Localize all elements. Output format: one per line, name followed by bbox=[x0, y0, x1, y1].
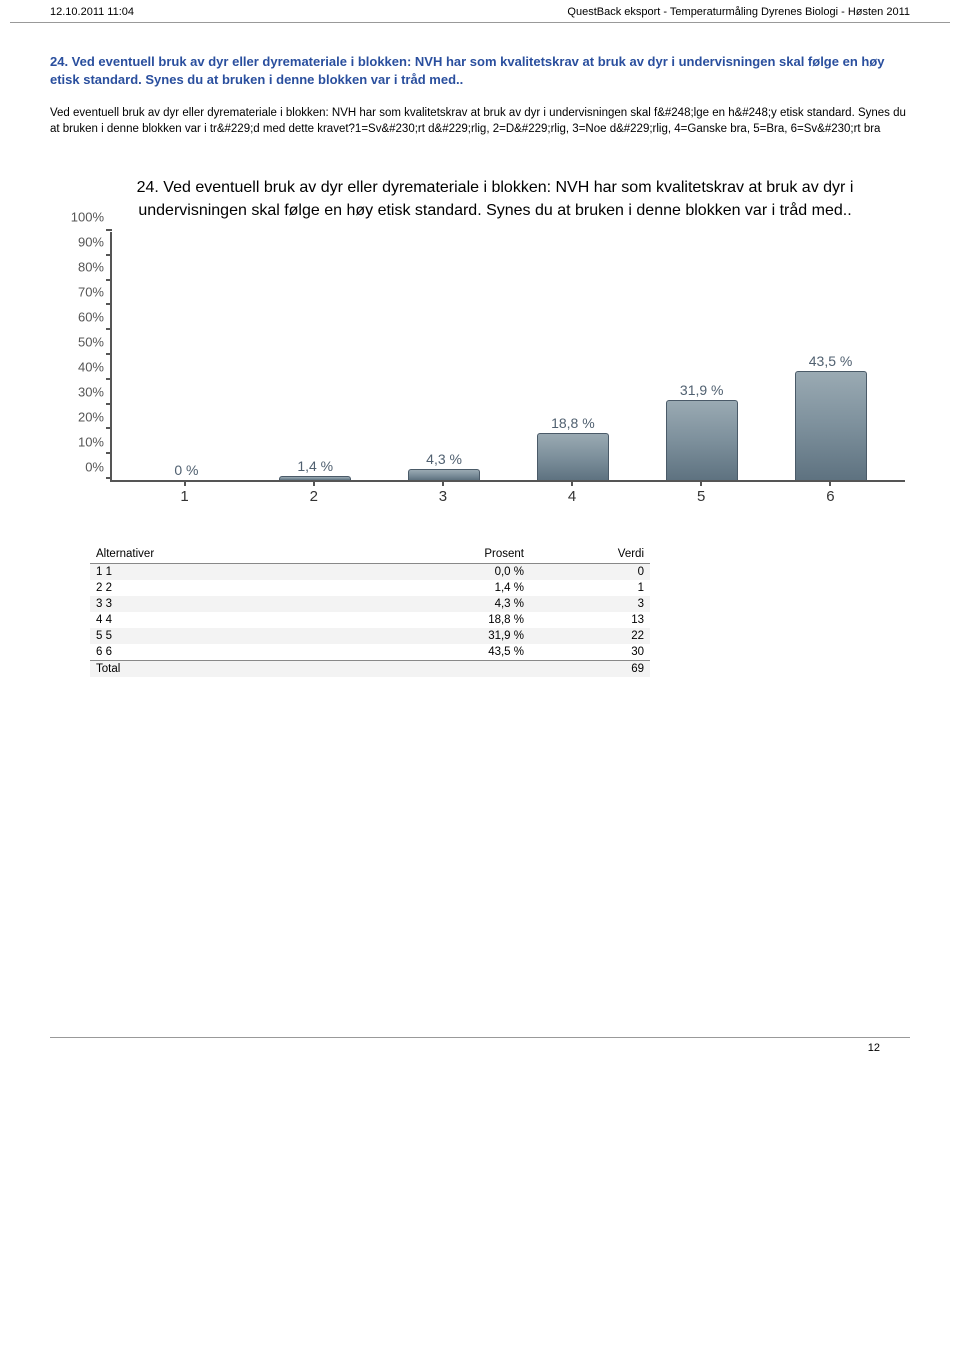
y-mark bbox=[106, 477, 112, 479]
bar-value-label: 18,8 % bbox=[551, 415, 595, 431]
cell-verdi: 1 bbox=[530, 580, 650, 596]
th-prosent: Prosent bbox=[410, 545, 530, 564]
y-mark bbox=[106, 254, 112, 256]
chart-title: 24. Ved eventuell bruk av dyr eller dyre… bbox=[55, 177, 905, 232]
y-mark bbox=[106, 229, 112, 231]
cell-alt: 6 6 bbox=[90, 644, 410, 661]
results-table: Alternativer Prosent Verdi 1 10,0 %02 21… bbox=[90, 545, 650, 677]
table-row: 1 10,0 %0 bbox=[90, 563, 650, 580]
y-mark bbox=[106, 328, 112, 330]
bar-value-label: 4,3 % bbox=[426, 451, 462, 467]
bar bbox=[795, 371, 867, 480]
cell-verdi: 69 bbox=[530, 660, 650, 677]
table-row: 4 418,8 %13 bbox=[90, 612, 650, 628]
x-tick: 5 bbox=[647, 482, 756, 505]
y-tick: 20% bbox=[78, 409, 104, 424]
bar-group: 0 % bbox=[132, 462, 240, 480]
header-date: 12.10.2011 11:04 bbox=[50, 6, 134, 18]
y-tick: 50% bbox=[78, 334, 104, 349]
bar-value-label: 31,9 % bbox=[680, 382, 724, 398]
table-row: 3 34,3 %3 bbox=[90, 596, 650, 612]
table-row: 2 21,4 %1 bbox=[90, 580, 650, 596]
bar bbox=[408, 469, 480, 480]
bar bbox=[279, 476, 351, 480]
cell-verdi: 13 bbox=[530, 612, 650, 628]
bar-group: 31,9 % bbox=[648, 382, 756, 480]
x-tick: 1 bbox=[130, 482, 239, 505]
cell-prosent: 4,3 % bbox=[410, 596, 530, 612]
cell-verdi: 30 bbox=[530, 644, 650, 661]
y-tick: 70% bbox=[78, 284, 104, 299]
cell-alt: 1 1 bbox=[90, 563, 410, 580]
table-row: 5 531,9 %22 bbox=[90, 628, 650, 644]
page-footer: 12 bbox=[50, 1037, 910, 1061]
y-mark bbox=[106, 279, 112, 281]
x-axis: 123456 bbox=[110, 482, 905, 505]
chart-area: 0%10%20%30%40%50%60%70%80%90%100% 0 %1,4… bbox=[55, 232, 905, 482]
y-mark bbox=[106, 452, 112, 454]
y-axis: 0%10%20%30%40%50%60%70%80%90%100% bbox=[55, 232, 110, 482]
table-total-row: Total 69 bbox=[90, 660, 650, 677]
y-mark bbox=[106, 353, 112, 355]
bar-value-label: 43,5 % bbox=[809, 353, 853, 369]
bar-group: 1,4 % bbox=[261, 458, 369, 480]
chart-plot: 0 % 1,4 % 4,3 % 18,8 % 31,9 % 43,5 % bbox=[110, 232, 905, 482]
cell-prosent: 0,0 % bbox=[410, 563, 530, 580]
cell-prosent: 31,9 % bbox=[410, 628, 530, 644]
y-mark bbox=[106, 427, 112, 429]
page-content: 24. Ved eventuell bruk av dyr eller dyre… bbox=[10, 23, 950, 677]
cell-verdi: 3 bbox=[530, 596, 650, 612]
bar-group: 4,3 % bbox=[390, 451, 498, 480]
x-tick: 3 bbox=[389, 482, 498, 505]
cell-verdi: 22 bbox=[530, 628, 650, 644]
cell-prosent: 1,4 % bbox=[410, 580, 530, 596]
th-verdi: Verdi bbox=[530, 545, 650, 564]
cell-alt: 3 3 bbox=[90, 596, 410, 612]
bar-value-label: 0 % bbox=[174, 462, 198, 478]
table-header-row: Alternativer Prosent Verdi bbox=[90, 545, 650, 564]
y-tick: 30% bbox=[78, 384, 104, 399]
header-export-title: QuestBack eksport - Temperaturmåling Dyr… bbox=[567, 6, 910, 18]
y-tick: 0% bbox=[85, 459, 104, 474]
x-tick: 2 bbox=[259, 482, 368, 505]
bar-chart: 24. Ved eventuell bruk av dyr eller dyre… bbox=[50, 177, 910, 505]
y-mark bbox=[106, 303, 112, 305]
x-tick: 6 bbox=[776, 482, 885, 505]
y-tick: 100% bbox=[71, 209, 104, 224]
question-subtitle: Ved eventuell bruk av dyr eller dyremate… bbox=[50, 106, 910, 137]
bar-value-label: 1,4 % bbox=[297, 458, 333, 474]
y-tick: 60% bbox=[78, 309, 104, 324]
page-header: 12.10.2011 11:04 QuestBack eksport - Tem… bbox=[10, 0, 950, 23]
bar bbox=[537, 433, 609, 480]
th-alternativer: Alternativer bbox=[90, 545, 410, 564]
cell-alt: Total bbox=[90, 660, 410, 677]
y-tick: 80% bbox=[78, 259, 104, 274]
y-tick: 90% bbox=[78, 234, 104, 249]
cell-alt: 2 2 bbox=[90, 580, 410, 596]
y-mark bbox=[106, 403, 112, 405]
y-tick: 10% bbox=[78, 434, 104, 449]
cell-alt: 5 5 bbox=[90, 628, 410, 644]
bar-group: 43,5 % bbox=[776, 353, 884, 480]
cell-prosent: 18,8 % bbox=[410, 612, 530, 628]
bar bbox=[666, 400, 738, 480]
x-tick: 4 bbox=[518, 482, 627, 505]
y-tick: 40% bbox=[78, 359, 104, 374]
cell-prosent: 43,5 % bbox=[410, 644, 530, 661]
cell-prosent bbox=[410, 660, 530, 677]
bar-group: 18,8 % bbox=[519, 415, 627, 480]
table-row: 6 643,5 %30 bbox=[90, 644, 650, 661]
cell-alt: 4 4 bbox=[90, 612, 410, 628]
y-mark bbox=[106, 378, 112, 380]
cell-verdi: 0 bbox=[530, 563, 650, 580]
question-title: 24. Ved eventuell bruk av dyr eller dyre… bbox=[50, 53, 910, 88]
page-number: 12 bbox=[868, 1042, 880, 1054]
